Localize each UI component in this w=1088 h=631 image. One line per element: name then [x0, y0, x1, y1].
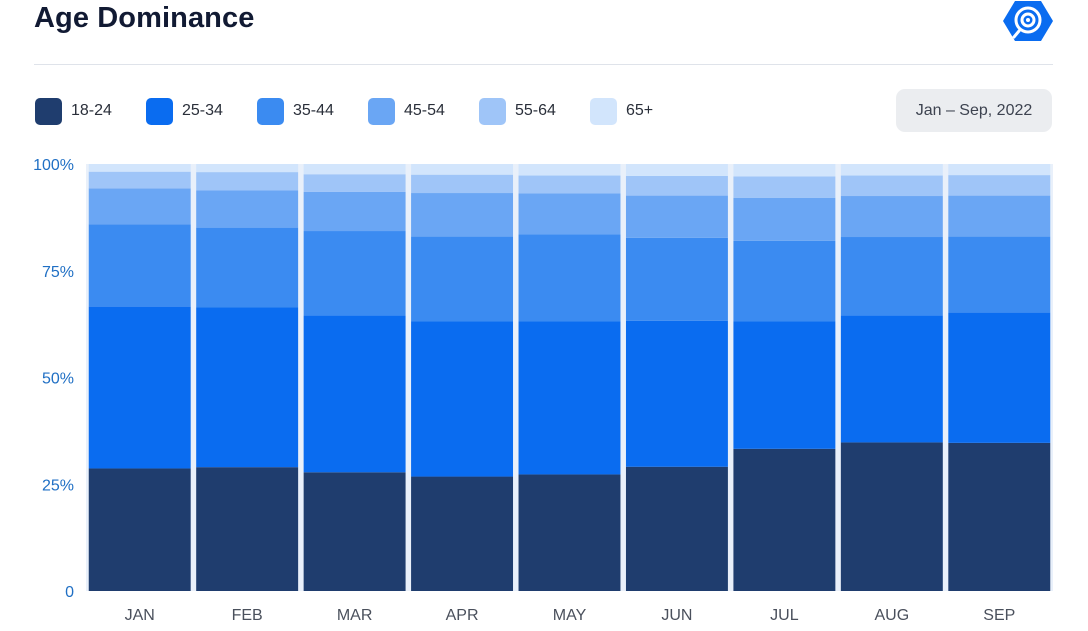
bar-segment-apr-25-34[interactable] — [411, 321, 514, 477]
legend-swatch — [35, 97, 62, 125]
x-tick-label-apr: APR — [446, 607, 479, 624]
bar-segment-jul-55-64[interactable] — [733, 176, 836, 198]
y-tick-label: 0 — [65, 584, 74, 601]
legend-label: 65+ — [626, 102, 654, 119]
legend-swatch — [257, 97, 284, 125]
bar-segment-jun-35-44[interactable] — [625, 237, 728, 321]
bar-segment-jun-25-34[interactable] — [625, 320, 728, 467]
bar-segment-jun-55-64[interactable] — [625, 175, 728, 196]
y-tick-label: 100% — [33, 157, 74, 174]
bar-segment-may-35-44[interactable] — [518, 234, 621, 322]
bar-segment-sep-25-34[interactable] — [948, 312, 1051, 443]
bar-segment-jan-35-44[interactable] — [88, 224, 191, 307]
bar-segment-aug-18-24[interactable] — [840, 442, 943, 591]
bar-segment-feb-18-24[interactable] — [196, 467, 299, 591]
y-tick-label: 75% — [42, 264, 74, 281]
bar-segment-feb-55-64[interactable] — [196, 172, 299, 191]
x-tick-label-aug: AUG — [874, 607, 909, 624]
bar-segment-jun-45-54[interactable] — [625, 195, 728, 238]
bar-segment-may-55-64[interactable] — [518, 175, 621, 194]
legend-swatch — [479, 97, 506, 125]
bar-segment-sep-18-24[interactable] — [948, 442, 1051, 591]
stacked-bar-chart: 0 25% 50% 75% 100% JAN FEB MAR APR MAY JUN JUL AUG S… — [33, 157, 1053, 624]
bar-segment-feb-35-44[interactable] — [196, 227, 299, 308]
bar-segment-apr-55-64[interactable] — [411, 174, 514, 194]
x-tick-label-jan: JAN — [125, 607, 155, 624]
bar-segment-apr-18-24[interactable] — [411, 476, 514, 591]
bar-segment-aug-45-54[interactable] — [840, 196, 943, 238]
bar-segment-mar-35-44[interactable] — [303, 231, 406, 316]
bar-segment-jul-25-34[interactable] — [733, 321, 836, 449]
header-divider — [34, 64, 1053, 65]
bar-segment-apr-35-44[interactable] — [411, 236, 514, 322]
bar-segment-jan-18-24[interactable] — [88, 468, 191, 591]
bar-segment-apr-45-54[interactable] — [411, 193, 514, 237]
x-axis: JAN FEB MAR APR MAY JUN JUL AUG SEP — [125, 607, 1016, 624]
bar-segment-aug-25-34[interactable] — [840, 315, 943, 443]
bar-segment-jun-65+[interactable] — [625, 164, 728, 176]
date-range-button[interactable]: Jan – Sep, 2022 — [896, 89, 1052, 132]
legend-swatch — [146, 97, 173, 125]
legend-swatch — [590, 97, 617, 125]
bar-segment-may-25-34[interactable] — [518, 321, 621, 475]
bar-segment-feb-65+[interactable] — [196, 164, 299, 173]
x-tick-label-may: MAY — [553, 607, 587, 624]
bar-segment-jul-65+[interactable] — [733, 164, 836, 177]
bar-segment-mar-45-54[interactable] — [303, 191, 406, 232]
bar-segment-mar-25-34[interactable] — [303, 315, 406, 473]
bar-segment-feb-25-34[interactable] — [196, 307, 299, 468]
y-tick-label: 25% — [42, 477, 74, 494]
x-tick-label-jul: JUL — [770, 607, 799, 624]
bar-segment-may-65+[interactable] — [518, 164, 621, 176]
y-tick-label: 50% — [42, 371, 74, 388]
legend-item-65+[interactable]: 65+ — [590, 97, 701, 125]
x-tick-label-mar: MAR — [337, 607, 373, 624]
legend-item-25-34[interactable]: 25-34 — [146, 97, 257, 125]
bar-segment-jan-55-64[interactable] — [88, 171, 191, 189]
bar-segment-jul-45-54[interactable] — [733, 197, 836, 241]
legend-item-18-24[interactable]: 18-24 — [35, 97, 146, 125]
bar-segment-mar-18-24[interactable] — [303, 472, 406, 591]
chart-legend: 18-24 25-34 35-44 45-54 55-64 65+ — [35, 96, 701, 126]
x-tick-label-sep: SEP — [983, 607, 1015, 624]
bar-segment-feb-45-54[interactable] — [196, 190, 299, 228]
legend-label: 55-64 — [515, 102, 556, 119]
legend-label: 35-44 — [293, 102, 334, 119]
bar-segment-may-45-54[interactable] — [518, 193, 621, 235]
bar-segment-jan-65+[interactable] — [88, 164, 191, 172]
x-tick-label-feb: FEB — [232, 607, 263, 624]
bar-segment-aug-35-44[interactable] — [840, 237, 943, 316]
radar-signal-icon — [1003, 1, 1053, 41]
legend-item-55-64[interactable]: 55-64 — [479, 97, 590, 125]
y-axis: 0 25% 50% 75% 100% — [33, 157, 74, 601]
bar-segment-jul-18-24[interactable] — [733, 448, 836, 591]
legend-label: 18-24 — [71, 102, 112, 119]
bar-segment-mar-65+[interactable] — [303, 164, 406, 175]
bar-segment-mar-55-64[interactable] — [303, 174, 406, 192]
legend-item-45-54[interactable]: 45-54 — [368, 97, 479, 125]
bar-segment-aug-65+[interactable] — [840, 164, 943, 176]
bar-segment-apr-65+[interactable] — [411, 164, 514, 175]
legend-swatch — [368, 97, 395, 125]
bar-segment-sep-55-64[interactable] — [948, 175, 1051, 196]
x-tick-label-jun: JUN — [661, 607, 692, 624]
page-title: Age Dominance — [34, 2, 255, 34]
bar-segment-sep-45-54[interactable] — [948, 195, 1051, 237]
bar-segment-aug-55-64[interactable] — [840, 175, 943, 197]
bar-segment-sep-65+[interactable] — [948, 164, 1051, 176]
bar-segment-jan-25-34[interactable] — [88, 306, 191, 469]
bar-segment-jan-45-54[interactable] — [88, 188, 191, 225]
bar-segment-sep-35-44[interactable] — [948, 236, 1051, 313]
bar-segment-jun-18-24[interactable] — [625, 466, 728, 591]
bar-segment-jul-35-44[interactable] — [733, 240, 836, 322]
bar-layer — [88, 164, 1051, 591]
legend-item-35-44[interactable]: 35-44 — [257, 97, 368, 125]
legend-label: 25-34 — [182, 102, 223, 119]
legend-label: 45-54 — [404, 102, 445, 119]
bar-segment-may-18-24[interactable] — [518, 474, 621, 591]
